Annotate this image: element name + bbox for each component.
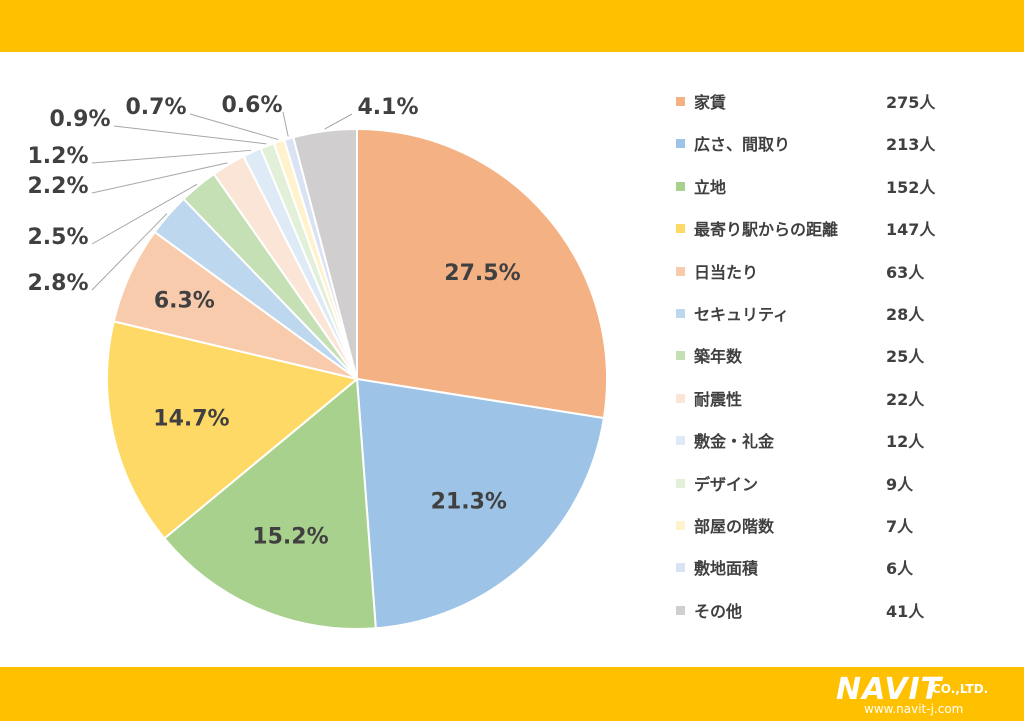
legend-label: 最寄り駅からの距離 [694,220,839,240]
data-label-7: 2.2% [27,174,88,199]
legend-count: 213人 [886,135,936,155]
legend-item-building-age: 築年数 25人 [676,340,1006,382]
data-label-1: 21.3% [431,489,507,514]
data-label-5: 2.8% [27,271,88,296]
data-label-6: 2.5% [27,225,88,250]
data-label-2: 15.2% [252,524,328,549]
legend-label: 敷金・礼金 [694,432,775,452]
bottom-banner [0,667,1024,721]
legend-count: 41人 [886,601,925,621]
top-banner [0,0,1024,52]
pie-slice-0 [356,127,608,420]
leader-line-9 [113,125,267,145]
legend-item-earthquake-resistance: 耐震性 22人 [676,383,1006,425]
data-label-8: 1.2% [27,144,88,169]
legend-label: その他 [694,601,743,621]
data-label-0: 27.5% [444,261,520,286]
leader-line-12 [324,113,353,130]
legend-swatch [676,520,685,530]
leader-line-5 [91,213,168,291]
legend-swatch [676,224,685,234]
legend-label: 築年数 [694,347,743,367]
legend-count: 7人 [886,516,914,536]
legend-swatch [676,97,685,106]
legend-swatch [676,351,685,361]
legend-label: 立地 [694,177,727,197]
data-label-12: 4.1% [357,95,418,120]
legend-label: 部屋の階数 [694,516,775,536]
legend-swatch [676,605,685,615]
legend: 家賃 275人 広さ、間取り 213人 立地 152人 最寄り駅からの距離 14… [676,86,1006,637]
legend-item-site-area: 敷地面積 6人 [676,552,1006,594]
company-logo: NAVIT CO.,LTD. www.navit-j.com [834,672,1014,716]
legend-count: 25人 [886,347,925,367]
data-label-4: 6.3% [154,289,215,314]
logo-url: www.navit-j.com [864,702,964,716]
pie-slice-1 [355,377,606,630]
legend-item-floor-level: 部屋の階数 7人 [676,510,1006,552]
legend-label: デザイン [694,474,759,494]
legend-item-sunlight: 日当たり 63人 [676,256,1006,298]
pie-slice-3 [106,320,360,540]
legend-count: 63人 [886,262,925,282]
leader-line-10 [189,113,279,141]
legend-swatch [676,563,685,573]
legend-count: 6人 [886,559,914,579]
data-label-3: 14.7% [153,407,229,432]
legend-count: 147人 [886,220,936,240]
legend-label: 敷地面積 [694,559,759,579]
data-label-10: 0.7% [125,95,186,120]
legend-count: 22人 [886,389,925,409]
legend-swatch [676,478,685,488]
legend-swatch [676,181,685,191]
legend-count: 12人 [886,432,925,452]
legend-count: 28人 [886,304,925,324]
legend-swatch [676,308,685,318]
legend-count: 275人 [886,93,936,112]
leader-line-8 [91,149,252,164]
legend-count: 152人 [886,177,936,197]
legend-item-security: セキュリティ 28人 [676,298,1006,340]
legend-item-size-layout: 広さ、間取り 213人 [676,128,1006,170]
data-label-9: 0.9% [49,107,110,132]
logo-suffix: CO.,LTD. [932,682,989,696]
legend-label: 日当たり [694,262,759,282]
legend-item-location: 立地 152人 [676,171,1006,213]
pie-slice-12 [292,127,358,380]
pie-chart: 27.5% 21.3% 15.2% 14.7% 6.3% 2.8% 2.5% 2.2% 1.2%… [27,93,608,630]
legend-item-station-distance: 最寄り駅からの距離 147人 [676,213,1006,255]
legend-label: セキュリティ [694,304,790,324]
leader-line-7 [91,162,228,194]
legend-label: 耐震性 [694,389,743,409]
legend-swatch [676,436,685,446]
legend-label: 広さ、間取り [694,135,791,155]
legend-count: 9人 [886,474,914,494]
legend-label: 家賃 [694,93,727,112]
logo-name: NAVIT [836,672,943,707]
pie-slice-2 [162,376,377,630]
legend-swatch [676,266,685,276]
legend-swatch [676,393,685,403]
legend-item-deposit-key-money: 敷金・礼金 12人 [676,425,1006,467]
legend-swatch [676,139,685,149]
legend-item-design: デザイン 9人 [676,468,1006,510]
leader-line-6 [91,183,198,245]
legend-item-rent: 家賃 275人 [676,86,1006,128]
legend-item-other: その他 41人 [676,595,1006,637]
data-label-11: 0.6% [221,93,282,118]
leader-line-11 [282,111,289,137]
